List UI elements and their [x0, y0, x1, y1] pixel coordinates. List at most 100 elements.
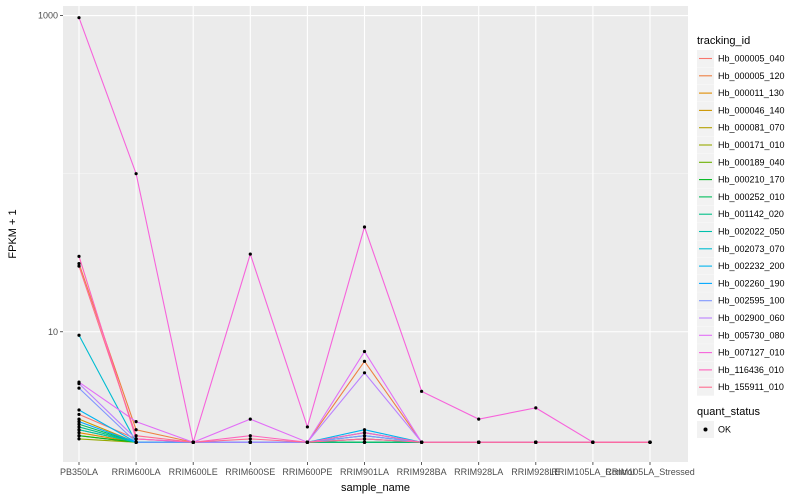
x-tick-label: RRIM600LA — [112, 467, 161, 477]
data-point — [534, 440, 538, 444]
data-point — [648, 440, 652, 444]
data-point — [248, 434, 252, 438]
legend-label: Hb_000189_040 — [718, 157, 785, 167]
data-point — [77, 428, 81, 432]
data-point — [77, 420, 81, 424]
legend-item: Hb_002260_190 — [697, 274, 785, 292]
data-point — [591, 440, 595, 444]
data-point — [248, 417, 252, 421]
data-points — [77, 16, 652, 444]
legend-item: Hb_002900_060 — [697, 309, 785, 327]
legend-label: Hb_000005_040 — [718, 54, 785, 64]
data-point — [134, 420, 138, 424]
x-tick-label: RRIM928LA — [454, 467, 503, 477]
data-point — [77, 380, 81, 384]
legend-item: Hb_000005_120 — [697, 67, 785, 85]
legend-shape-dot — [703, 427, 708, 432]
legend-label: Hb_000005_120 — [718, 71, 785, 81]
data-point — [77, 434, 81, 438]
data-point — [134, 428, 138, 432]
x-tick-label: PB350LA — [60, 467, 98, 477]
data-point — [477, 417, 481, 421]
legend-label: Hb_005730_080 — [718, 330, 785, 340]
legend-label: Hb_000252_010 — [718, 192, 785, 202]
legend-item: Hb_000005_040 — [697, 50, 785, 67]
data-point — [305, 440, 309, 444]
legend-item: Hb_000011_130 — [697, 84, 784, 102]
data-point — [477, 440, 481, 444]
legend-item: Hb_000210_170 — [697, 171, 785, 189]
x-tick-label: RRIM105LA_Stressed — [605, 467, 695, 477]
y-axis: 10 1000 — [38, 11, 63, 337]
legend-label: Hb_007127_010 — [718, 348, 785, 358]
legend-item: Hb_007127_010 — [697, 344, 785, 362]
legend-item: Hb_000171_010 — [697, 136, 785, 154]
legend-shape-title: quant_status — [697, 406, 760, 418]
data-point — [77, 425, 81, 429]
data-point — [362, 440, 367, 444]
data-point — [362, 431, 367, 435]
data-point — [77, 386, 81, 390]
data-point — [77, 16, 81, 20]
legend-item: Hb_000046_140 — [697, 101, 785, 119]
legend-label: Hb_000171_010 — [718, 140, 785, 150]
data-point — [77, 408, 81, 412]
y-axis-title: FPKM + 1 — [7, 209, 19, 258]
legend-item: Hb_002073_070 — [697, 240, 785, 258]
data-point — [362, 434, 367, 438]
data-point — [77, 437, 81, 441]
legend-label: Hb_002232_200 — [718, 261, 785, 271]
legend-label: Hb_000210_170 — [718, 175, 785, 185]
legend-item: Hb_116436_010 — [697, 361, 784, 379]
legend-item: Hb_000252_010 — [697, 188, 785, 206]
legend-color-items: Hb_000005_040 Hb_000005_120 Hb_000011_130 H… — [697, 50, 785, 396]
x-tick-label: RRIM928BA — [397, 467, 447, 477]
legend-label: Hb_155911_010 — [718, 382, 784, 392]
data-point — [248, 440, 252, 444]
x-tick-label: RRIM901LA — [340, 467, 389, 477]
data-point — [77, 412, 81, 417]
data-point — [77, 254, 81, 258]
x-axis: PB350LA RRIM600LA RRIM600LE RRIM600SE RRIM60… — [60, 462, 695, 477]
data-point — [362, 359, 367, 363]
data-point — [77, 264, 81, 268]
x-axis-title: sample_name — [341, 482, 410, 494]
legend-label: Hb_002260_190 — [718, 278, 785, 288]
legend-shape-label: OK — [718, 425, 731, 435]
legend-label: Hb_000081_070 — [718, 123, 785, 133]
grid-lines — [63, 6, 688, 462]
data-point — [362, 225, 367, 229]
y-tick-label: 1000 — [38, 11, 58, 21]
data-point — [134, 440, 138, 444]
data-point — [134, 172, 138, 176]
plot-panel — [63, 6, 688, 462]
data-point — [362, 428, 367, 432]
legend-label: Hb_116436_010 — [718, 365, 784, 375]
data-point — [134, 437, 138, 441]
legend-item: Hb_002595_100 — [697, 292, 785, 310]
data-point — [77, 333, 81, 337]
y-tick-label: 10 — [48, 327, 58, 337]
legend-label: Hb_001142_020 — [718, 209, 784, 219]
data-point — [362, 437, 367, 441]
data-point — [420, 440, 424, 444]
legend-item: Hb_000081_070 — [697, 119, 785, 137]
data-point — [534, 406, 538, 410]
data-point — [305, 425, 309, 429]
x-tick-label: RRIM600LE — [169, 467, 218, 477]
x-tick-label: RRIM928LE — [511, 467, 560, 477]
data-point — [77, 431, 81, 435]
legend-label: Hb_002900_060 — [718, 313, 785, 323]
data-point — [191, 440, 195, 444]
data-point — [77, 422, 81, 426]
x-tick-label: RRIM600SE — [225, 467, 275, 477]
data-point — [362, 349, 367, 354]
legend-item: Hb_002232_200 — [697, 257, 785, 275]
legend-label: Hb_002073_070 — [718, 244, 785, 254]
legend-item: Hb_002022_050 — [697, 223, 785, 240]
legend-item: Hb_001142_020 — [697, 205, 784, 223]
data-point — [248, 437, 252, 441]
legend-item: Hb_000189_040 — [697, 153, 785, 171]
legend-label: Hb_002595_100 — [718, 296, 785, 306]
